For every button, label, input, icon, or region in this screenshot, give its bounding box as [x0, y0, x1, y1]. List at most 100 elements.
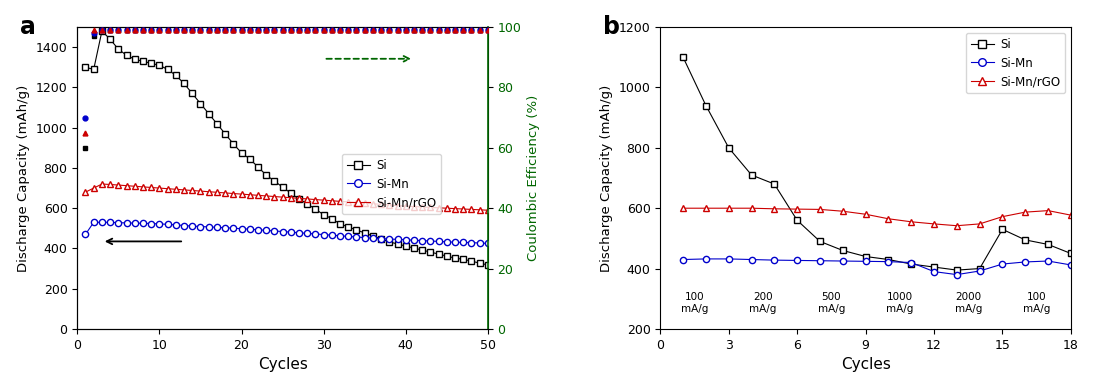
- Si: [481, 263, 495, 267]
- Si-Mn: [481, 241, 495, 246]
- Si-Mn: [326, 233, 339, 238]
- Si-Mn/rGO: [276, 195, 289, 199]
- Si-Mn: [424, 239, 437, 243]
- Si: [145, 61, 158, 66]
- Si-Mn/rGO: [440, 206, 454, 211]
- Si-Mn: [219, 225, 232, 230]
- Si-Mn: [859, 259, 872, 264]
- Si-Mn/rGO: [677, 206, 690, 211]
- Si-Mn: [722, 257, 735, 261]
- Si-Mn: [252, 228, 265, 232]
- Si-Mn/rGO: [1019, 210, 1032, 214]
- Si-Mn: [104, 220, 117, 224]
- Si-Mn: [951, 272, 964, 277]
- Si-Mn: [243, 227, 256, 231]
- Si-Mn: [300, 231, 314, 236]
- Si-Mn: [440, 240, 454, 244]
- Si-Mn/rGO: [1041, 208, 1054, 213]
- Y-axis label: Discharge Capacity (mAh/g): Discharge Capacity (mAh/g): [18, 84, 30, 272]
- Si-Mn: [268, 229, 282, 233]
- Si-Mn/rGO: [814, 207, 827, 212]
- Line: Si-Mn/rGO: Si-Mn/rGO: [680, 205, 1074, 229]
- Si: [383, 240, 396, 244]
- Si-Mn: [259, 228, 273, 233]
- Si: [432, 252, 445, 257]
- Si-Mn/rGO: [194, 189, 208, 194]
- Si-Mn: [293, 230, 306, 235]
- Si-Mn/rGO: [391, 203, 404, 208]
- Si-Mn/rGO: [161, 187, 174, 191]
- Si-Mn: [87, 220, 100, 224]
- Line: Si-Mn: Si-Mn: [83, 219, 491, 247]
- Si-Mn: [358, 235, 371, 240]
- Si: [973, 266, 986, 271]
- Text: 200
mA/g: 200 mA/g: [750, 292, 776, 314]
- Si: [407, 246, 421, 250]
- Si: [219, 132, 232, 136]
- Si-Mn: [836, 259, 849, 263]
- Si-Mn: [677, 257, 690, 262]
- Si-Mn/rGO: [859, 212, 872, 217]
- Si: [252, 164, 265, 169]
- Si-Mn/rGO: [465, 207, 478, 212]
- Si: [790, 218, 804, 223]
- Line: Si: Si: [83, 28, 491, 268]
- Si: [448, 256, 461, 260]
- Text: b: b: [603, 15, 619, 39]
- Text: 500
mA/g: 500 mA/g: [818, 292, 845, 314]
- Si: [882, 257, 895, 262]
- Si: [185, 91, 199, 96]
- Si-Mn: [927, 269, 941, 274]
- Si: [1064, 251, 1078, 256]
- Si-Mn: [145, 221, 158, 226]
- Si: [152, 63, 166, 68]
- Si: [169, 73, 182, 78]
- Si: [235, 151, 248, 155]
- Si-Mn/rGO: [145, 185, 158, 190]
- Si: [317, 212, 330, 217]
- Si-Mn/rGO: [341, 200, 354, 204]
- Si-Mn/rGO: [745, 206, 758, 211]
- Si-Mn: [120, 221, 134, 225]
- Si-Mn/rGO: [120, 183, 134, 188]
- Si-Mn: [448, 240, 461, 245]
- Si-Mn: [814, 259, 827, 263]
- Si-Mn: [178, 223, 191, 228]
- Si-Mn: [367, 236, 380, 240]
- Si-Mn/rGO: [383, 203, 396, 207]
- Si: [415, 248, 428, 252]
- Si-Mn: [374, 236, 388, 241]
- Si-Mn/rGO: [374, 202, 388, 207]
- Si-Mn/rGO: [407, 204, 421, 209]
- Si-Mn/rGO: [169, 187, 182, 192]
- Si: [767, 182, 781, 187]
- Si-Mn: [128, 221, 141, 225]
- Si: [904, 262, 917, 266]
- Si-Mn: [137, 221, 150, 226]
- Si-Mn: [161, 222, 174, 227]
- Si-Mn/rGO: [178, 188, 191, 192]
- Si: [722, 146, 735, 150]
- Line: Si-Mn/rGO: Si-Mn/rGO: [83, 181, 491, 213]
- Si: [161, 67, 174, 72]
- Si-Mn: [341, 234, 354, 239]
- Si-Mn/rGO: [882, 216, 895, 221]
- Si-Mn/rGO: [259, 194, 273, 198]
- Si-Mn: [391, 237, 404, 242]
- Si-Mn: [767, 258, 781, 262]
- Si: [128, 57, 141, 62]
- Si-Mn/rGO: [367, 202, 380, 206]
- Si: [210, 122, 223, 126]
- Legend: Si, Si-Mn, Si-Mn/rGO: Si, Si-Mn, Si-Mn/rGO: [966, 33, 1065, 93]
- Legend: Si, Si-Mn, Si-Mn/rGO: Si, Si-Mn, Si-Mn/rGO: [342, 154, 440, 214]
- Si: [178, 81, 191, 86]
- Si-Mn/rGO: [1064, 213, 1078, 217]
- Si: [465, 259, 478, 264]
- Si: [226, 142, 240, 146]
- Si-Mn: [194, 224, 208, 229]
- Si: [1019, 238, 1032, 242]
- Si-Mn/rGO: [226, 191, 240, 196]
- Si-Mn: [317, 232, 330, 237]
- Y-axis label: Coulombic Efficiency (%): Coulombic Efficiency (%): [527, 95, 540, 261]
- Si-Mn: [407, 238, 421, 243]
